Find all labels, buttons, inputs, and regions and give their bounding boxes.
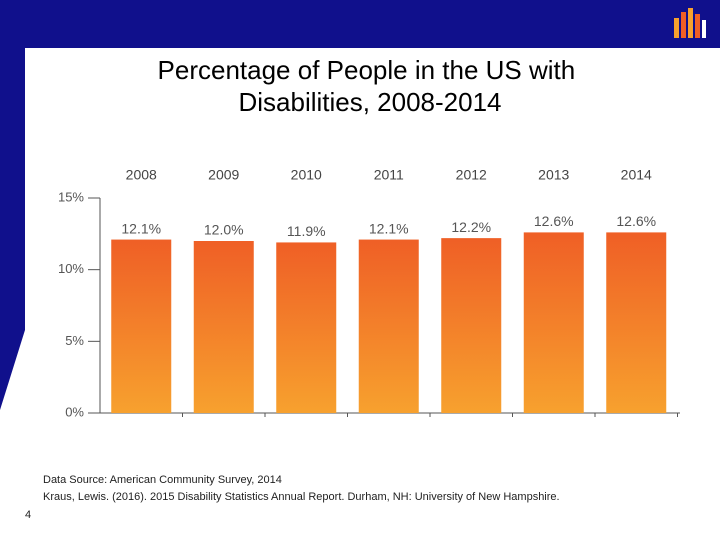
left-band (0, 48, 25, 410)
value-label: 11.9% (287, 223, 326, 239)
value-label: 12.1% (369, 220, 409, 236)
title-line: Disabilities, 2008-2014 (238, 87, 501, 117)
slide-number: 4 (25, 509, 31, 521)
note: Kraus, Lewis. (2016). 2015 Disability St… (43, 491, 560, 503)
value-label: 12.6% (616, 213, 656, 229)
value-label: 12.1% (121, 220, 161, 236)
x-tick-label: 2013 (538, 167, 569, 183)
title-line: Percentage of People in the US with (158, 55, 576, 85)
top-band (0, 0, 720, 48)
x-tick-label: 2010 (291, 167, 322, 183)
y-tick-label: 0% (65, 404, 84, 419)
note: Data Source: American Community Survey, … (43, 474, 282, 486)
x-tick-label: 2009 (208, 167, 239, 183)
value-label: 12.6% (534, 213, 574, 229)
value-label: 12.0% (204, 222, 244, 238)
bar (441, 238, 502, 413)
x-tick-label: 2014 (621, 167, 652, 183)
y-tick-label: 10% (58, 261, 84, 276)
bar (523, 232, 584, 413)
bar (606, 232, 667, 413)
x-tick-label: 2008 (126, 167, 157, 183)
chart-title: Percentage of People in the US with Disa… (158, 55, 583, 117)
x-tick-label: 2012 (456, 167, 487, 183)
bar (111, 239, 172, 413)
x-tick-label: 2011 (374, 167, 404, 183)
value-label: 12.2% (451, 219, 491, 235)
bar (358, 239, 419, 413)
logo (674, 8, 706, 38)
bar (193, 241, 254, 413)
y-tick-label: 15% (58, 189, 84, 204)
y-tick-label: 5% (65, 333, 84, 348)
bar (276, 242, 337, 413)
